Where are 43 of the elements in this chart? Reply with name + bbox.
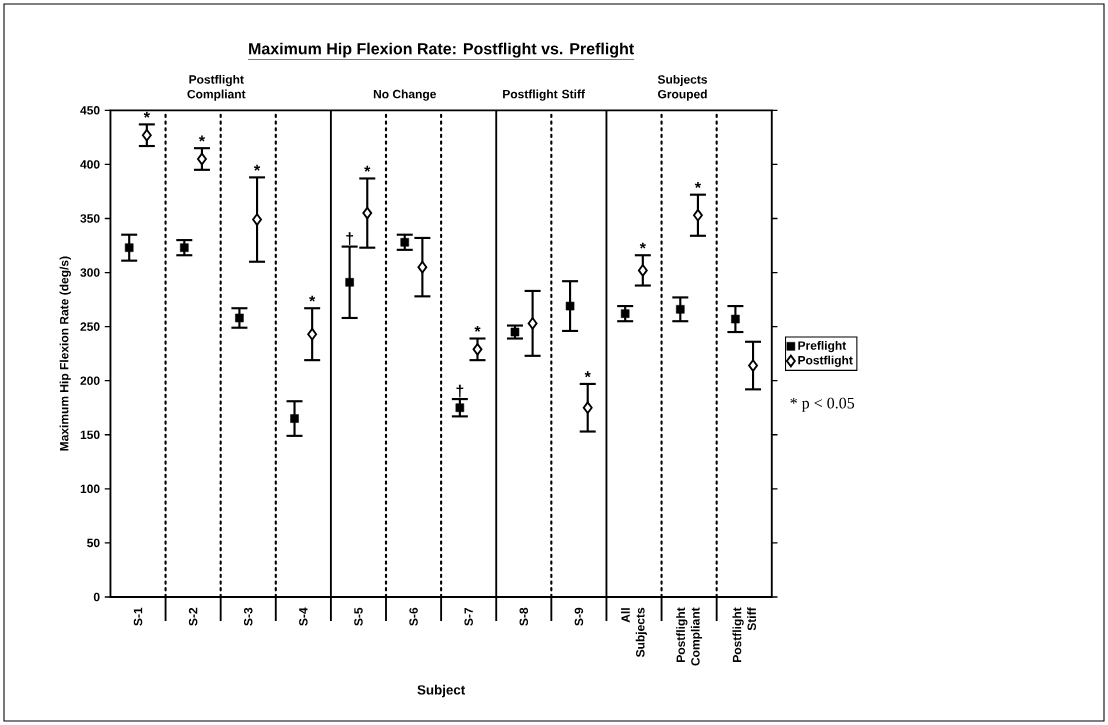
annotation: * <box>253 164 261 171</box>
x-tick-label: S-3 <box>243 607 253 626</box>
annotation: * <box>364 165 371 172</box>
annotation: * <box>694 182 702 189</box>
annotation: * <box>143 111 150 118</box>
x-tick-label: S-9 <box>574 607 584 626</box>
y-tick-label: 200 <box>80 376 100 385</box>
text: No Change <box>373 89 437 101</box>
y-tick-label: 150 <box>80 430 100 440</box>
x-tick-label: S-7 <box>464 607 473 626</box>
x-tick-label: Postflight Stiff <box>732 607 756 662</box>
text: Postflight Compliant <box>187 74 246 101</box>
y-tick-label: 350 <box>80 214 100 223</box>
annotation: * <box>639 242 646 249</box>
text: * p < 0.05 <box>790 397 855 412</box>
legend-label: Preflight <box>798 340 847 353</box>
chart-title: Maximum Hip Flexion Rate: Postflight vs. Preflight <box>249 42 634 58</box>
x-tick-label: S-6 <box>409 607 418 626</box>
x-tick-label: S-8 <box>519 607 529 626</box>
annotation: * <box>474 325 481 332</box>
annotation: * <box>584 371 591 378</box>
y-tick-label: 250 <box>80 322 100 331</box>
x-tick-label: S-5 <box>354 607 363 626</box>
x-axis-title: Subject <box>417 684 466 698</box>
annotation: † <box>456 384 464 398</box>
y-tick-label: 50 <box>87 538 100 548</box>
text: Subjects Grouped <box>657 74 708 101</box>
x-tick-label: All Subjects <box>621 607 647 658</box>
legend-label: Postflight <box>798 355 853 367</box>
x-tick-label: S-4 <box>299 607 308 626</box>
x-tick-label: Postflight Compliant <box>676 607 703 666</box>
x-tick-label: S-1 <box>133 607 143 626</box>
y-tick-label: 0 <box>93 592 100 602</box>
y-axis-title: Maximum Hip Flexion Rate (deg/s) <box>59 256 71 451</box>
y-tick-label: 300 <box>80 268 100 277</box>
x-tick-label: S-2 <box>188 607 198 626</box>
annotation: * <box>309 295 316 302</box>
annotation: † <box>346 232 353 246</box>
y-tick-label: 450 <box>80 106 100 115</box>
annotation: * <box>198 135 206 142</box>
y-tick-label: 400 <box>80 160 100 169</box>
text: Postflight Stiff <box>503 89 585 101</box>
y-tick-label: 100 <box>80 484 100 494</box>
